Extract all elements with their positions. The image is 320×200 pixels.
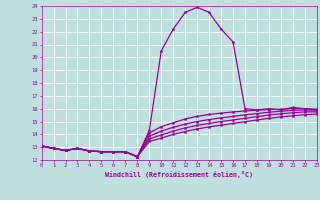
X-axis label: Windchill (Refroidissement éolien,°C): Windchill (Refroidissement éolien,°C) xyxy=(105,171,253,178)
